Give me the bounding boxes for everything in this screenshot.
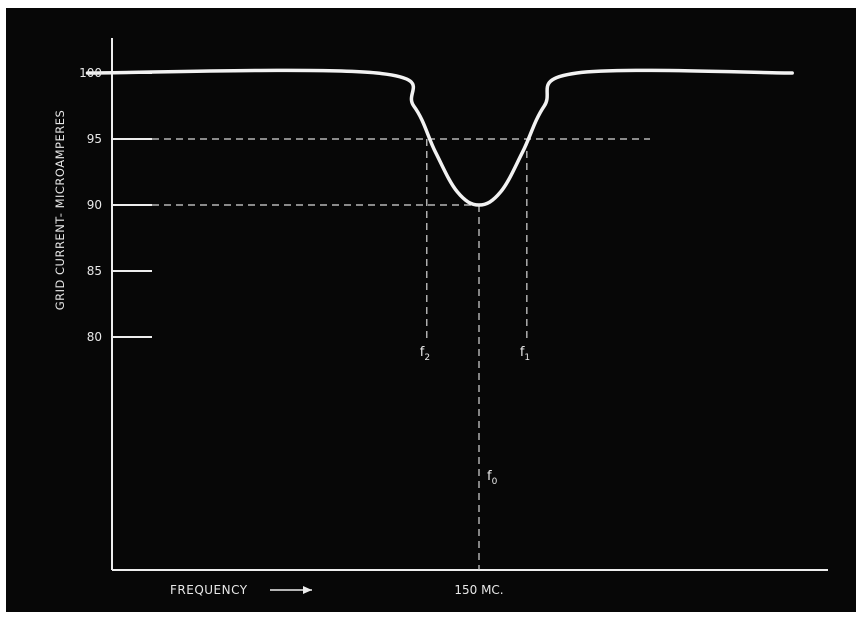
y-axis-title: GRID CURRENT- MICROAMPERES bbox=[53, 110, 67, 311]
y-tick-label-85: 85 bbox=[87, 264, 102, 278]
x-axis-title: FREQUENCY bbox=[170, 583, 248, 597]
x-axis-arrow-head bbox=[303, 586, 312, 594]
x-tick-label: 150 MC. bbox=[454, 583, 503, 597]
response-curve-group bbox=[88, 70, 793, 205]
y-tick-label-90: 90 bbox=[87, 198, 102, 212]
reference-lines bbox=[152, 139, 650, 570]
label-f2: f2 bbox=[420, 345, 430, 363]
response-curve bbox=[88, 70, 793, 205]
y-tick-label-80: 80 bbox=[87, 330, 102, 344]
labels: 100 95 90 85 80 GRID CURRENT- MICROAMPERES f2 f… bbox=[53, 66, 530, 597]
y-tick-label-100: 100 bbox=[79, 66, 102, 80]
axes bbox=[112, 38, 828, 570]
label-f1: f1 bbox=[520, 345, 530, 363]
y-tick-label-95: 95 bbox=[87, 132, 102, 146]
label-f0: f0 bbox=[487, 469, 498, 487]
